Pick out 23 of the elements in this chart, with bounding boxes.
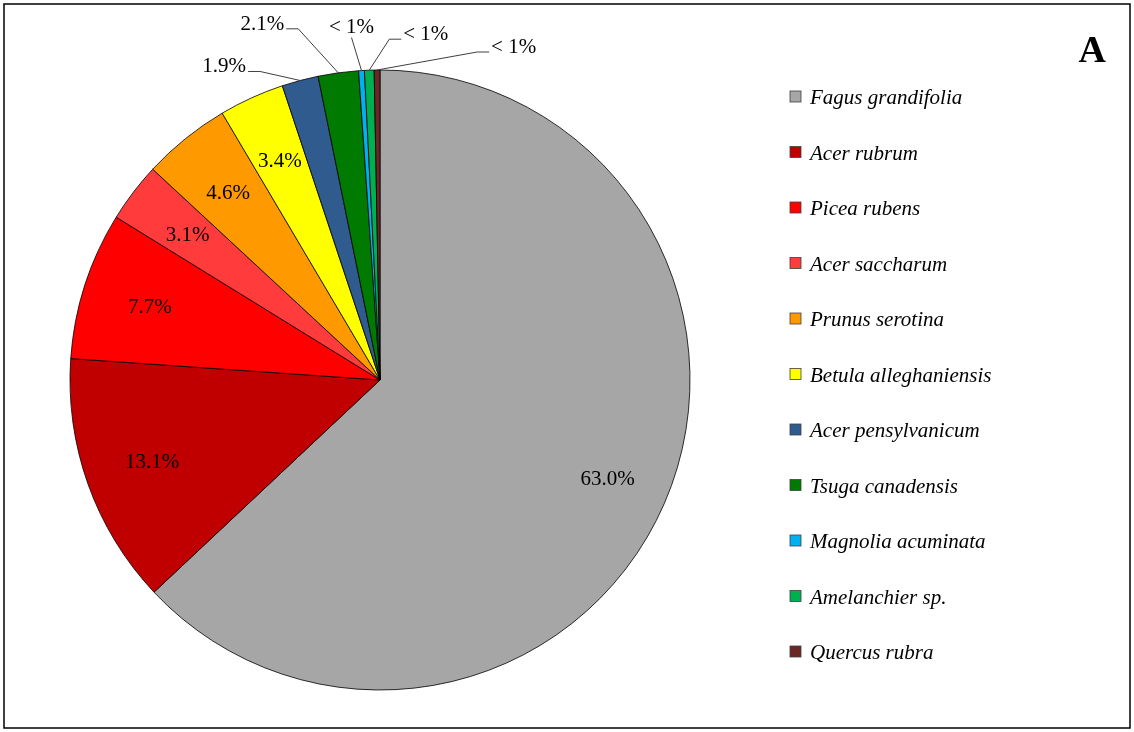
data-label: 3.4% (257, 147, 302, 172)
data-label: < 1% (491, 34, 537, 59)
legend-label: Fagus grandifolia (809, 85, 963, 109)
legend-label: Betula alleghaniensis (810, 362, 992, 387)
data-label: 63.0% (580, 466, 635, 491)
data-label: < 1% (328, 13, 375, 38)
legend-label: Prunus serotina (809, 307, 944, 331)
data-label: 7.7% (127, 294, 172, 318)
data-label: < 1% (403, 21, 449, 46)
legend-label: Quercus rubra (810, 640, 934, 664)
legend-label: Amelanchier sp. (808, 584, 947, 609)
legend-label: Picea rubens (809, 196, 921, 220)
legend-label: Acer pensylvanicum (808, 418, 980, 442)
text: A (1078, 28, 1107, 70)
legend-label: Acer saccharum (808, 251, 948, 276)
legend-label: Tsuga canadensis (810, 473, 958, 498)
data-label: 2.1% (240, 10, 285, 35)
legend-label: Acer rubrum (808, 140, 918, 165)
data-label: 3.1% (165, 221, 210, 246)
data-label: 1.9% (202, 53, 247, 78)
legend-label: Magnolia acuminata (809, 529, 986, 553)
data-label: 4.6% (206, 179, 251, 204)
data-label: 13.1% (125, 449, 180, 474)
